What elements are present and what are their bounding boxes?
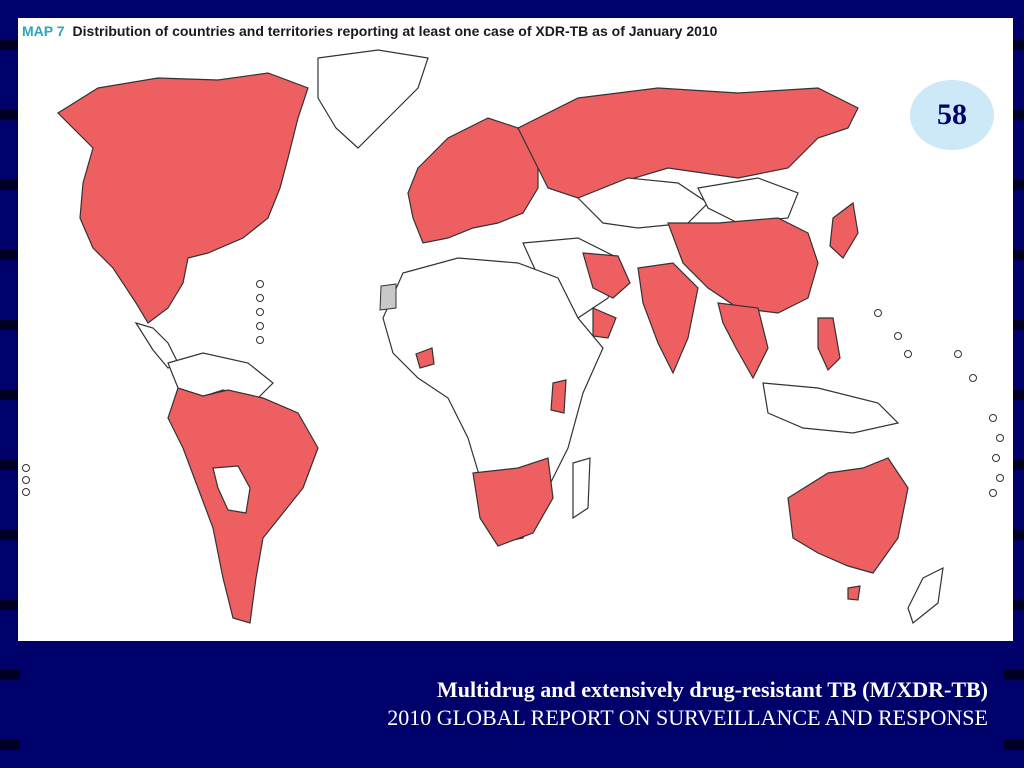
slide-caption: Multidrug and extensively drug-resistant…: [387, 676, 988, 732]
madagascar: [572, 457, 591, 520]
edge-stripe: [0, 40, 20, 50]
greenland: [317, 49, 429, 149]
caption-subtitle: 2010 GLOBAL REPORT ON SURVEILLANCE AND R…: [387, 705, 988, 730]
africa-grey: [379, 283, 397, 311]
right-stripes: [1004, 0, 1024, 768]
edge-stripe: [1004, 320, 1024, 330]
edge-stripe: [0, 460, 20, 470]
edge-stripe: [0, 740, 20, 750]
mongolia: [697, 177, 799, 224]
edge-stripe: [0, 600, 20, 610]
world-map: [22, 49, 1004, 625]
india: [637, 262, 699, 375]
country-count-badge: 58: [910, 80, 994, 150]
edge-stripe: [1004, 390, 1024, 400]
southeast-asia: [717, 302, 769, 380]
edge-stripe: [1004, 740, 1024, 750]
map-title: Distribution of countries and territorie…: [72, 23, 718, 39]
edge-stripe: [1004, 460, 1024, 470]
southern-africa: [472, 457, 554, 547]
edge-stripe: [0, 390, 20, 400]
edge-stripe: [1004, 250, 1024, 260]
edge-stripe: [0, 530, 20, 540]
north-america: [57, 72, 309, 324]
edge-stripe: [1004, 180, 1024, 190]
australia: [787, 457, 909, 574]
edge-stripe: [1004, 600, 1024, 610]
bolivia-paraguay: [212, 465, 251, 514]
edge-stripe: [0, 110, 20, 120]
caption-title: Multidrug and extensively drug-resistant…: [436, 677, 988, 702]
africa-red-west: [415, 347, 435, 369]
russia: [517, 87, 859, 199]
japan: [829, 201, 859, 259]
edge-stripe: [1004, 40, 1024, 50]
edge-stripe: [1004, 110, 1024, 120]
map-label: MAP 7: [22, 23, 65, 39]
indonesia: [762, 382, 900, 434]
philippines: [817, 317, 841, 372]
iran: [582, 252, 631, 299]
left-stripes: [0, 0, 20, 768]
map-header: MAP 7 Distribution of countries and terri…: [22, 23, 717, 39]
oman-yemen: [592, 307, 617, 339]
edge-stripe: [1004, 530, 1024, 540]
edge-stripe: [1004, 670, 1024, 680]
edge-stripe: [0, 180, 20, 190]
edge-stripe: [0, 320, 20, 330]
edge-stripe: [0, 250, 20, 260]
tasmania: [847, 585, 861, 601]
new-zealand: [907, 566, 944, 625]
edge-stripe: [0, 670, 20, 680]
africa-red-east: [550, 379, 567, 414]
europe: [407, 117, 539, 244]
china: [667, 217, 819, 314]
map-panel: MAP 7 Distribution of countries and terri…: [18, 18, 1013, 641]
central-asia: [576, 177, 709, 229]
central-america: [134, 321, 179, 369]
